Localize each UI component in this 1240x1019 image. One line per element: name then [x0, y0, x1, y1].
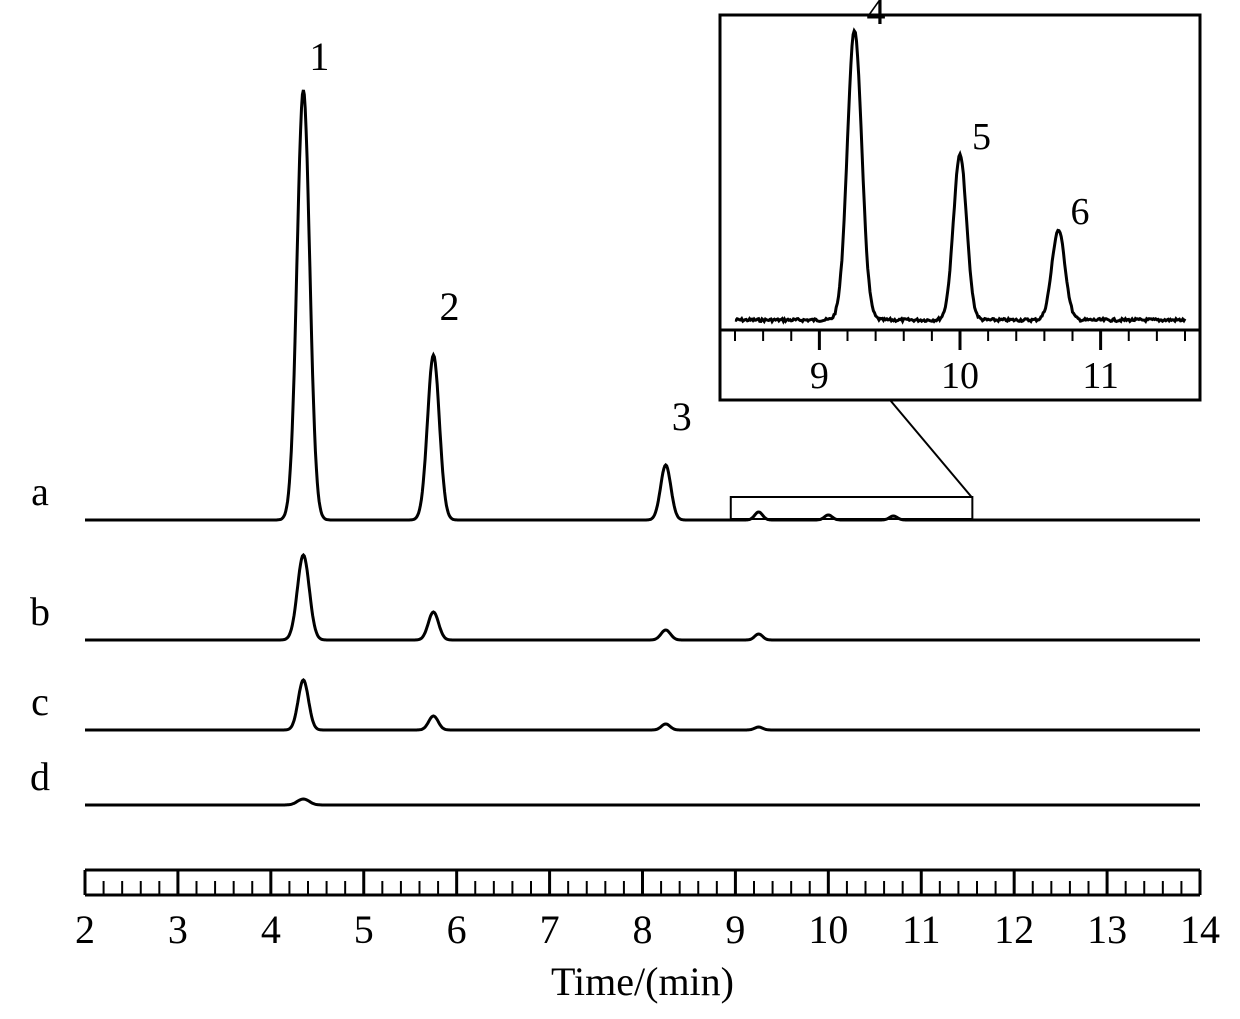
trace-d: [85, 799, 1200, 805]
xtick-label: 2: [75, 907, 95, 952]
xtick-label: 9: [725, 907, 745, 952]
inset-xtick-label: 11: [1082, 355, 1119, 397]
xtick-label: 13: [1087, 907, 1127, 952]
xtick-label: 8: [633, 907, 653, 952]
xtick-label: 12: [994, 907, 1034, 952]
inset-peak-label-5: 5: [972, 116, 991, 158]
trace-label-b: b: [30, 589, 50, 634]
xtick-label: 5: [354, 907, 374, 952]
trace-label-c: c: [31, 679, 49, 724]
chromatogram-figure: a123bcd234567891011121314Time/(min)91011…: [0, 0, 1240, 1019]
zoom-leader: [890, 400, 972, 497]
zoom-box: [731, 497, 973, 519]
inset-peak-label-6: 6: [1070, 191, 1089, 233]
inset-xtick-label: 9: [810, 355, 829, 397]
chart-svg: a123bcd234567891011121314Time/(min)91011…: [0, 0, 1240, 1019]
peak-label-1: 1: [309, 34, 329, 79]
inset-xtick-label: 10: [941, 355, 979, 397]
inset-peak-label-4: 4: [867, 0, 886, 33]
xtick-label: 10: [808, 907, 848, 952]
xtick-label: 11: [902, 907, 941, 952]
xtick-label: 7: [540, 907, 560, 952]
peak-label-2: 2: [439, 284, 459, 329]
xtick-label: 14: [1180, 907, 1220, 952]
xtick-label: 3: [168, 907, 188, 952]
trace-label-a: a: [31, 469, 49, 514]
trace-label-d: d: [30, 754, 50, 799]
x-axis-label: Time/(min): [551, 959, 734, 1004]
trace-b: [85, 555, 1200, 640]
peak-label-3: 3: [672, 394, 692, 439]
xtick-label: 6: [447, 907, 467, 952]
trace-c: [85, 680, 1200, 730]
xtick-label: 4: [261, 907, 281, 952]
